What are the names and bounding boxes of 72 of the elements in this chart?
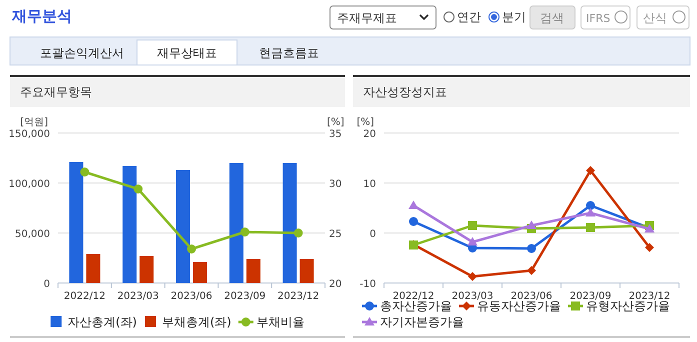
point — [294, 228, 303, 238]
legend-label: 총자산증가율 — [380, 299, 452, 313]
y2-tick-label: 35 — [329, 129, 342, 140]
y2-tick-label: 20 — [329, 279, 342, 290]
x-tick-label: 2023/12 — [278, 291, 320, 302]
text: 재무상태표 — [157, 46, 217, 60]
point — [468, 221, 477, 230]
bar — [122, 166, 137, 283]
point — [408, 200, 418, 209]
point — [527, 266, 536, 275]
legend-label: 유형자산증가율 — [586, 299, 670, 313]
text: 검색 — [540, 11, 564, 25]
y-tick-label: 150,000 — [8, 129, 50, 140]
point — [586, 201, 595, 210]
y-tick-label: -10 — [360, 279, 376, 290]
point — [527, 244, 536, 253]
point — [468, 237, 478, 246]
x-tick-label: 2023/12 — [628, 291, 670, 302]
legend-label: 부채비율 — [256, 315, 304, 329]
x-tick-label: 2022/12 — [64, 291, 106, 302]
text: 포괄손익계산서 — [40, 46, 124, 60]
legend-label: 부채총계(좌) — [162, 315, 232, 329]
x-tick-label: 2023/03 — [452, 291, 494, 302]
text: IFRS — [586, 12, 610, 25]
point — [468, 272, 477, 281]
text: 분기 — [502, 10, 526, 24]
chart-title: 자산성장성지표 — [363, 85, 447, 99]
text: 주재무제표 — [337, 11, 397, 25]
bar — [282, 163, 297, 283]
y2-tick-label: 30 — [329, 179, 342, 190]
y-tick-label: 10 — [363, 179, 376, 190]
point — [134, 184, 143, 194]
y2-tick-label: 25 — [329, 229, 342, 240]
y-tick-label: 100,000 — [8, 179, 50, 190]
bar — [229, 163, 244, 283]
point — [586, 166, 595, 175]
point — [526, 220, 536, 229]
x-tick-label: 2023/06 — [510, 291, 552, 302]
bar — [176, 170, 190, 283]
x-tick-label: 2023/03 — [117, 291, 159, 302]
y-tick-label: 0 — [370, 229, 376, 240]
bar — [86, 254, 100, 283]
legend-label: 유동자산증가율 — [477, 299, 561, 313]
text: 연간 — [457, 10, 481, 24]
bar — [140, 256, 154, 283]
point — [80, 168, 90, 176]
x-tick-label: 2023/09 — [570, 291, 612, 302]
legend-label: 자기자본증가율 — [380, 315, 464, 329]
x-tick-label: 2023/06 — [170, 291, 212, 302]
bar — [193, 262, 207, 283]
y-axis-title: [%] — [356, 117, 374, 128]
y-tick-label: 0 — [44, 279, 50, 290]
point — [240, 228, 250, 236]
point — [187, 244, 196, 254]
x-tick-label: 2022/12 — [392, 291, 434, 302]
point — [586, 208, 596, 216]
point — [586, 223, 595, 232]
bar — [69, 162, 84, 283]
bar — [300, 259, 314, 283]
y-tick-label: 20 — [363, 129, 376, 140]
y2-axis-title: [%] — [327, 117, 344, 128]
legend-label: 자산총계(좌) — [68, 315, 137, 329]
y-axis-title: [억원] — [20, 117, 48, 128]
chart-title: 주요재무항목 — [20, 85, 92, 99]
bar — [246, 259, 260, 283]
y-tick-label: 50,000 — [15, 229, 50, 240]
text: 재무분석 — [11, 7, 72, 25]
text: 현금흐름표 — [259, 46, 319, 60]
text: 산식 — [643, 11, 667, 25]
x-tick-label: 2023/09 — [224, 291, 266, 302]
point — [645, 243, 654, 252]
point — [409, 217, 418, 226]
